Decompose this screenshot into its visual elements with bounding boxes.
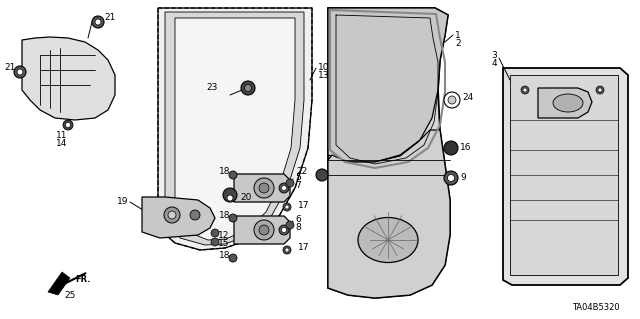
Text: 3: 3	[492, 50, 497, 60]
Text: 22: 22	[297, 167, 308, 176]
Circle shape	[259, 225, 269, 235]
Text: 19: 19	[116, 197, 128, 206]
Circle shape	[14, 66, 26, 78]
Text: 6: 6	[295, 216, 301, 225]
Text: 4: 4	[492, 58, 497, 68]
Text: 10: 10	[318, 63, 330, 72]
Text: 18: 18	[218, 211, 230, 219]
Circle shape	[211, 229, 219, 237]
Circle shape	[279, 183, 289, 193]
Polygon shape	[503, 68, 628, 285]
Circle shape	[211, 238, 219, 246]
Circle shape	[227, 195, 233, 201]
Circle shape	[229, 171, 237, 179]
Circle shape	[521, 86, 529, 94]
Circle shape	[282, 227, 287, 233]
Text: 25: 25	[64, 291, 76, 300]
Circle shape	[92, 16, 104, 28]
Polygon shape	[48, 272, 70, 295]
Text: 14: 14	[56, 138, 68, 147]
Circle shape	[448, 96, 456, 104]
Circle shape	[523, 88, 527, 92]
Text: 21: 21	[104, 13, 115, 23]
Polygon shape	[158, 8, 312, 250]
Circle shape	[164, 207, 180, 223]
Circle shape	[229, 214, 237, 222]
Text: 16: 16	[460, 144, 472, 152]
Text: 24: 24	[462, 93, 473, 102]
Circle shape	[254, 178, 274, 198]
Circle shape	[190, 210, 200, 220]
Text: 17: 17	[298, 243, 310, 253]
Text: 1: 1	[455, 31, 461, 40]
Polygon shape	[510, 75, 618, 275]
Circle shape	[279, 225, 289, 235]
Text: 12: 12	[218, 231, 229, 240]
Circle shape	[283, 246, 291, 254]
Circle shape	[283, 203, 291, 211]
Circle shape	[254, 220, 274, 240]
Text: 20: 20	[240, 192, 252, 202]
Text: 13: 13	[318, 71, 330, 80]
Circle shape	[223, 188, 237, 202]
Circle shape	[285, 248, 289, 252]
Circle shape	[596, 86, 604, 94]
Polygon shape	[165, 12, 304, 245]
Text: 18: 18	[218, 167, 230, 176]
Text: 15: 15	[218, 239, 230, 248]
Polygon shape	[328, 8, 450, 298]
Text: TA04B5320: TA04B5320	[572, 303, 620, 313]
Circle shape	[241, 81, 255, 95]
Circle shape	[259, 183, 269, 193]
Circle shape	[63, 120, 73, 130]
Text: 8: 8	[295, 224, 301, 233]
Circle shape	[598, 88, 602, 92]
Circle shape	[316, 169, 328, 181]
Ellipse shape	[358, 218, 418, 263]
Circle shape	[17, 69, 23, 75]
Circle shape	[286, 179, 294, 187]
Text: 2: 2	[455, 39, 461, 48]
Text: FR.: FR.	[75, 276, 90, 285]
Circle shape	[65, 122, 70, 128]
Circle shape	[444, 92, 460, 108]
Circle shape	[229, 254, 237, 262]
Text: 21: 21	[4, 63, 15, 72]
Polygon shape	[538, 88, 592, 118]
Polygon shape	[175, 18, 295, 240]
Text: 7: 7	[295, 182, 301, 190]
Text: 11: 11	[56, 130, 68, 139]
Circle shape	[444, 141, 458, 155]
Text: 17: 17	[298, 201, 310, 210]
Circle shape	[286, 221, 294, 229]
Circle shape	[95, 19, 101, 25]
Polygon shape	[234, 174, 290, 202]
Text: 18: 18	[218, 251, 230, 261]
Circle shape	[282, 186, 287, 190]
Circle shape	[244, 85, 252, 92]
Polygon shape	[22, 37, 115, 120]
Text: 9: 9	[460, 174, 466, 182]
Text: 23: 23	[207, 84, 218, 93]
Circle shape	[285, 205, 289, 209]
Ellipse shape	[553, 94, 583, 112]
Circle shape	[447, 174, 454, 182]
Polygon shape	[328, 130, 450, 298]
Polygon shape	[142, 197, 215, 238]
Polygon shape	[234, 216, 290, 244]
Circle shape	[168, 211, 176, 219]
Polygon shape	[328, 8, 448, 162]
Circle shape	[444, 171, 458, 185]
Text: 5: 5	[295, 174, 301, 182]
